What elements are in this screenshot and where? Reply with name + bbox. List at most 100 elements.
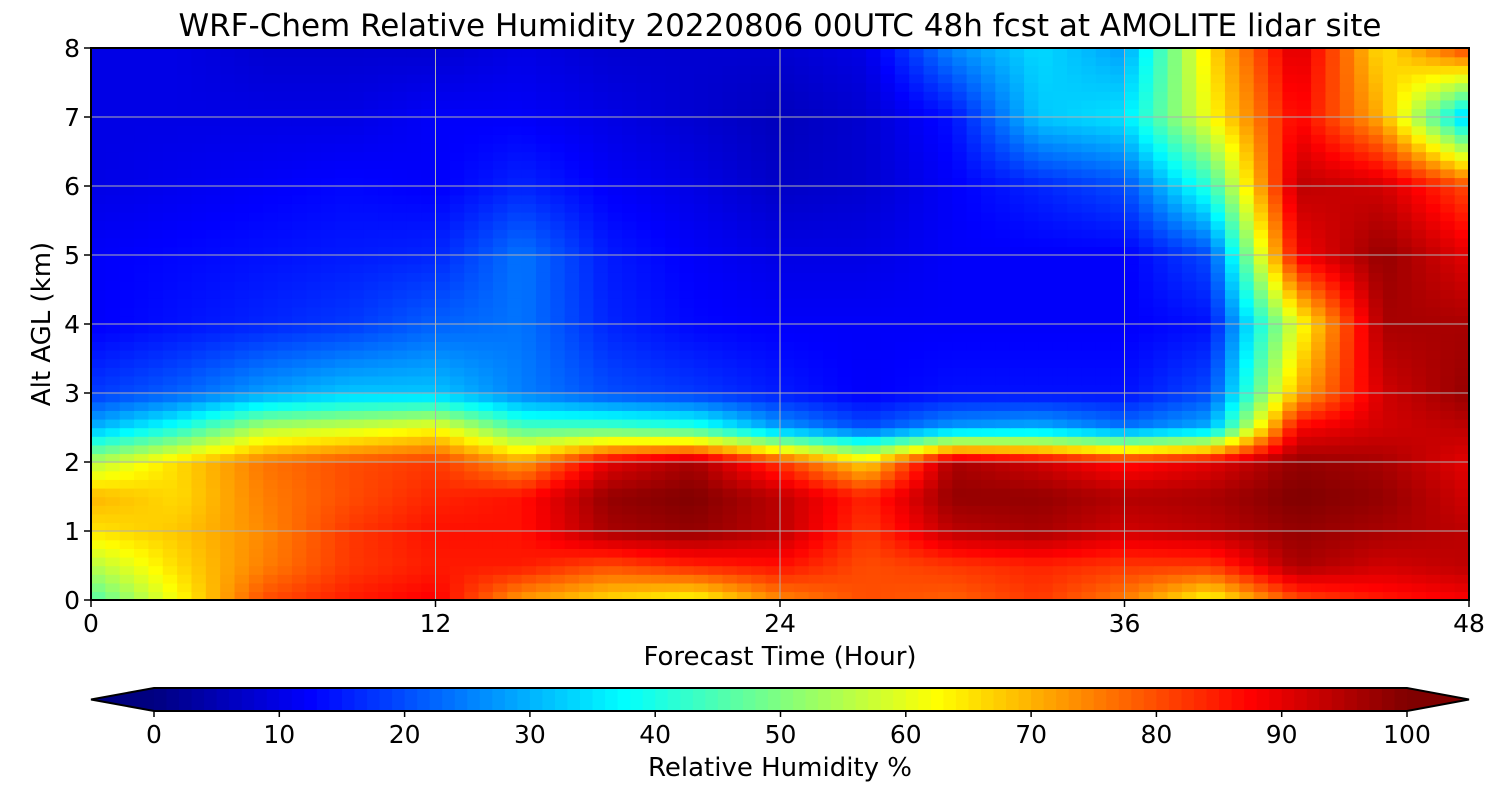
heatmap-cell: [1081, 367, 1097, 377]
heatmap-cell: [708, 220, 724, 230]
heatmap-cell: [148, 168, 164, 179]
heatmap-cell: [1440, 289, 1456, 299]
heatmap-cell: [622, 384, 638, 394]
heatmap-cell: [966, 229, 982, 239]
heatmap-cell: [1368, 479, 1384, 489]
heatmap-cell: [708, 194, 724, 204]
heatmap-cell: [851, 332, 867, 342]
heatmap-cell: [880, 203, 896, 213]
heatmap-cell: [335, 591, 351, 600]
heatmap-cell: [780, 522, 796, 532]
heatmap-cell: [1454, 177, 1469, 187]
heatmap-cell: [162, 255, 178, 265]
heatmap-cell: [851, 470, 867, 480]
heatmap-cell: [134, 487, 150, 498]
heatmap-cell: [335, 194, 351, 204]
heatmap-cell: [105, 194, 121, 204]
heatmap-cell: [248, 298, 264, 308]
heatmap-cell: [1052, 427, 1068, 437]
heatmap-cell: [1067, 513, 1083, 524]
heatmap-cell: [636, 177, 652, 187]
heatmap-cell: [1354, 418, 1370, 429]
heatmap-cell: [1354, 246, 1370, 256]
heatmap-cell: [1224, 522, 1241, 532]
heatmap-cell: [234, 496, 250, 506]
heatmap-cell: [535, 367, 552, 377]
heatmap-cell: [421, 272, 437, 282]
heatmap-cell: [1081, 539, 1097, 549]
heatmap-cell: [607, 591, 623, 600]
heatmap-cell: [636, 384, 652, 394]
heatmap-cell: [780, 255, 796, 265]
heatmap-cell: [564, 505, 580, 515]
heatmap-cell: [1339, 186, 1355, 196]
heatmap-cell: [363, 418, 379, 429]
heatmap-cell: [1268, 375, 1284, 386]
heatmap-cell: [794, 211, 810, 222]
heatmap-cell: [622, 574, 638, 584]
heatmap-cell: [995, 237, 1011, 248]
heatmap-cell: [636, 341, 652, 351]
heatmap-cell: [521, 401, 537, 411]
heatmap-cell: [1067, 401, 1083, 411]
heatmap-cell: [1311, 531, 1327, 541]
heatmap-cell: [1124, 298, 1140, 308]
heatmap-cell: [191, 418, 207, 429]
heatmap-cell: [306, 556, 322, 567]
heatmap-cell: [1253, 436, 1269, 446]
heatmap-cell: [478, 444, 494, 455]
heatmap-cell: [277, 324, 293, 334]
heatmap-cell: [765, 160, 781, 170]
heatmap-cell: [449, 531, 465, 541]
heatmap-cell: [177, 220, 193, 230]
heatmap-cell: [665, 574, 681, 584]
heatmap-cell: [105, 349, 121, 360]
heatmap-cell: [808, 574, 824, 584]
heatmap-cell: [291, 151, 308, 161]
heatmap-cell: [507, 479, 523, 489]
heatmap-cell: [995, 505, 1011, 515]
heatmap-cell: [1268, 246, 1284, 256]
heatmap-cell: [1081, 375, 1097, 386]
heatmap-cell: [507, 548, 523, 558]
heatmap-cell: [1181, 375, 1197, 386]
heatmap-cell: [1224, 272, 1241, 282]
heatmap-cell: [1009, 418, 1025, 429]
heatmap-cell: [995, 229, 1011, 239]
heatmap-cell: [449, 246, 465, 256]
heatmap-cell: [234, 470, 250, 480]
heatmap-cell: [234, 401, 250, 411]
heatmap-cell: [1311, 574, 1327, 584]
heatmap-cell: [1167, 462, 1183, 472]
heatmap-cell: [722, 556, 738, 567]
heatmap-cell: [1253, 444, 1269, 455]
heatmap-cell: [894, 574, 910, 584]
heatmap-cell: [421, 168, 437, 179]
heatmap-cell: [1153, 151, 1169, 161]
heatmap-cell: [1397, 444, 1413, 455]
heatmap-cell: [134, 280, 150, 291]
heatmap-cell: [1368, 539, 1384, 549]
heatmap-cell: [1440, 591, 1456, 600]
heatmap-cell: [449, 341, 465, 351]
heatmap-cell: [794, 565, 810, 575]
heatmap-cell: [1411, 263, 1427, 273]
heatmap-cell: [1311, 272, 1327, 282]
heatmap-cell: [177, 393, 193, 403]
heatmap-cell: [1196, 160, 1212, 170]
heatmap-cell: [937, 186, 953, 196]
heatmap-cell: [320, 177, 336, 187]
heatmap-cell: [1325, 436, 1341, 446]
heatmap-cell: [1311, 367, 1327, 377]
heatmap-cell: [521, 513, 537, 524]
heatmap-cell: [1397, 453, 1413, 463]
heatmap-cell: [119, 367, 135, 377]
heatmap-cell: [823, 462, 839, 472]
heatmap-cell: [1425, 194, 1441, 204]
heatmap-cell: [1196, 565, 1212, 575]
heatmap-cell: [851, 479, 867, 489]
heatmap-cell: [1397, 280, 1413, 291]
heatmap-cell: [736, 203, 752, 213]
heatmap-cell: [1425, 479, 1441, 489]
heatmap-cell: [837, 246, 853, 256]
